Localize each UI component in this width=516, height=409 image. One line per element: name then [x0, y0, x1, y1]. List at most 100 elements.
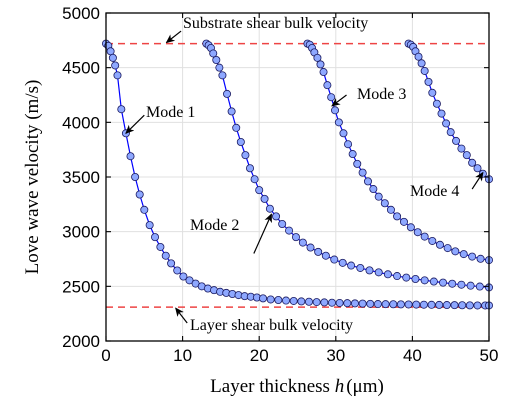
mode-1-point [297, 297, 306, 306]
mode-4-point [473, 164, 482, 173]
mode-2-point [255, 186, 264, 195]
mode-2-point [265, 204, 274, 213]
mode-2-point [236, 138, 245, 147]
mode-3-point [459, 250, 468, 259]
mode-3-point [353, 159, 362, 168]
mode-2-point [347, 261, 356, 270]
mode-1-point [350, 299, 359, 308]
mode-3-point [319, 68, 328, 77]
mode-4-point [428, 88, 437, 97]
mode-1-point [327, 298, 336, 307]
mode-1-point [117, 105, 126, 114]
grid-lines [106, 13, 489, 341]
mode-1-point [373, 300, 382, 309]
mode-1-point [465, 301, 474, 310]
mode-1-point [259, 294, 268, 303]
mode-2-point [338, 258, 347, 267]
mode-1-point [358, 299, 367, 308]
mode-3-point [339, 129, 348, 138]
mode-4-point [417, 59, 426, 68]
mode-2-point [227, 107, 236, 116]
mode-1-point [396, 300, 405, 309]
mode-3-point [451, 247, 460, 256]
mode-1-point [381, 300, 390, 309]
mode-2-point [291, 233, 300, 242]
annotation-layer-velocity: Layer shear bulk velocity [190, 317, 353, 334]
mode-3-point [476, 254, 485, 263]
mode-2-point [278, 220, 287, 229]
mode-2-point [285, 226, 294, 235]
mode-2-point [330, 255, 339, 264]
mode-3-point [316, 60, 325, 69]
mode-3-point [420, 232, 429, 241]
mode-2-point [356, 263, 365, 272]
mode-3-point [380, 199, 389, 208]
mode-3-point [363, 177, 372, 186]
mode-4-point [414, 52, 423, 61]
mode-2-point [411, 275, 420, 284]
mode-1-point [435, 300, 444, 309]
y-tick-label: 2500 [62, 277, 100, 296]
mode-3-arrow [331, 94, 347, 107]
mode-2-point [218, 71, 227, 80]
mode-2-point [314, 247, 323, 256]
mode-2-point [250, 175, 259, 184]
y-tick-label: 3500 [62, 168, 100, 187]
mode-3-point [406, 223, 415, 232]
mode-2-arrow [253, 213, 273, 254]
mode-1-point [126, 152, 135, 161]
mode-3-point [323, 81, 332, 90]
y-tick-label: 5000 [62, 4, 100, 23]
mode-3-point [399, 217, 408, 226]
mode-2-point [241, 151, 250, 160]
mode-4-point [432, 99, 441, 108]
mode-1-point [312, 298, 321, 307]
mode-4-point [468, 158, 477, 167]
mode-1-point [108, 53, 117, 62]
x-axis-label-text: Layer thickness [210, 376, 335, 397]
mode-1-point [458, 301, 467, 310]
x-tick-label: 10 [173, 346, 192, 365]
mode-3-point [374, 192, 383, 201]
mode-2-point [298, 238, 307, 247]
mode-1-point [289, 296, 298, 305]
x-tick-label: 30 [326, 346, 345, 365]
mode-4-point [452, 136, 461, 145]
annotation-mode-2: Mode 2 [190, 217, 239, 234]
mode-2-point [402, 273, 411, 282]
x-tick-label: 0 [101, 346, 110, 365]
mode-2-point [321, 251, 330, 260]
mode-4-arrow [471, 171, 484, 190]
mode-1-point [131, 172, 140, 181]
mode-1-point [442, 301, 451, 310]
mode-4-point [457, 144, 466, 153]
mode-4-point [442, 119, 451, 128]
mode-1-point [179, 272, 188, 281]
mode-3-point [331, 106, 340, 115]
mode-1-arrow [125, 114, 145, 134]
x-tick-label: 40 [403, 346, 422, 365]
mode-2-point [374, 268, 383, 277]
mode-3-point [358, 168, 367, 177]
mode-1-point [320, 298, 329, 307]
mode-2-point [272, 212, 281, 221]
annotation-mode-1: Mode 1 [146, 104, 195, 121]
mode-3-point [428, 236, 437, 245]
mode-2-point [383, 270, 392, 279]
mode-1-point [173, 266, 182, 275]
mode-2-point [448, 279, 457, 288]
mode-2-point [246, 164, 255, 173]
mode-1-point [185, 276, 194, 285]
mode-2-point [212, 56, 221, 65]
mode-1-point [266, 295, 275, 304]
mode-3-point [327, 93, 336, 102]
mode-2-point [209, 49, 218, 58]
mode-3-point [443, 244, 452, 253]
mode-1-point [106, 47, 115, 56]
y-tick-label: 4500 [62, 59, 100, 78]
y-tick-label: 4000 [62, 113, 100, 132]
mode-4-point [420, 66, 429, 75]
mode-2-point [215, 63, 224, 72]
mode-3-point [348, 150, 357, 159]
